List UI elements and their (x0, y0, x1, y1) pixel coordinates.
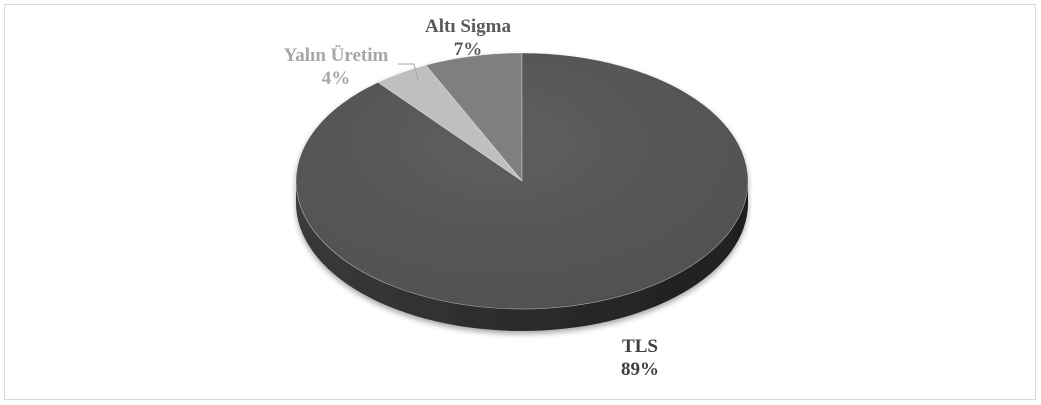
pie-slice-tls (295, 52, 749, 310)
data-label-value-yalin-uretim: 4% (322, 68, 351, 89)
leader-line-yalin-uretim (398, 63, 419, 81)
data-label-name-yalin-uretim: Yalın Üretim (284, 45, 389, 66)
data-label-value-alti-sigma: 7% (454, 39, 483, 60)
data-label-name-tls: TLS (622, 336, 658, 357)
data-label-name-alti-sigma: Altı Sigma (425, 16, 512, 37)
pie-side-wall (296, 181, 748, 331)
data-label-value-tls: 89% (621, 359, 659, 380)
